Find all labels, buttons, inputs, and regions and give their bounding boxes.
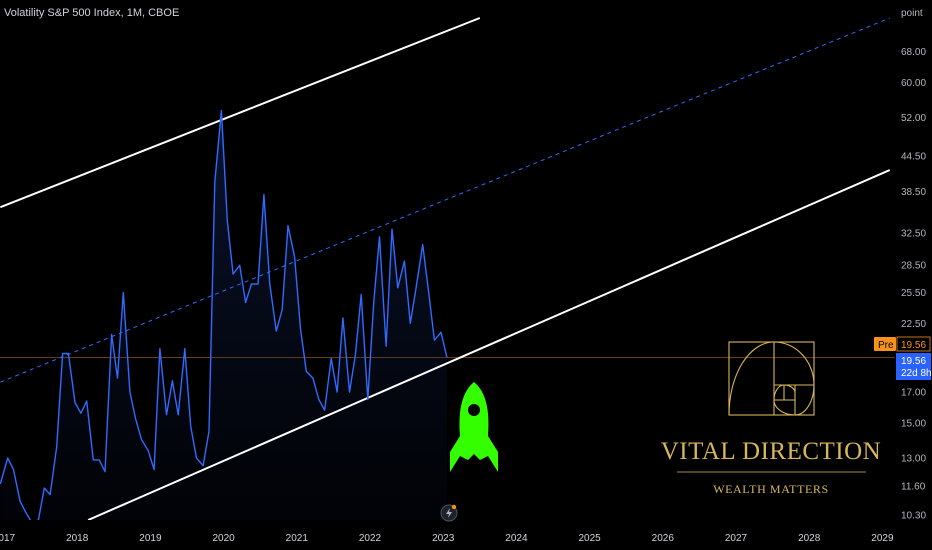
time-tick-label: 2029 (871, 533, 894, 544)
last-price-value: 19.56 (901, 356, 926, 367)
price-axis-unit: point (901, 8, 923, 19)
price-tick-label: 68.00 (901, 47, 926, 58)
trend-line-channel-mid[interactable] (0, 17, 890, 383)
logo-subtitle: WEALTH MATTERS (713, 482, 829, 496)
price-tick-label: 17.00 (901, 388, 926, 399)
price-tick-label: 60.00 (901, 78, 926, 89)
pre-badge-label: Pre (878, 340, 894, 351)
time-tick-label: 2028 (798, 533, 821, 544)
time-tick-label: 2027 (725, 533, 748, 544)
price-tick-label: 22.50 (901, 319, 926, 330)
price-tick-label: 10.30 (901, 511, 926, 522)
rocket-icon (450, 382, 498, 472)
time-tick-label: 2017 (0, 533, 16, 544)
series-line (0, 109, 448, 520)
chart-title: Volatility S&P 500 Index, 1M, CBOE (4, 7, 180, 19)
time-tick-label: 2018 (66, 533, 89, 544)
lightning-icon[interactable] (440, 504, 458, 522)
time-tick-label: 2020 (212, 533, 235, 544)
time-tick-label: 2026 (652, 533, 675, 544)
price-tick-label: 52.00 (901, 113, 926, 124)
trend-line-channel-lower[interactable] (87, 169, 891, 520)
golden-ratio-logo-icon (728, 341, 815, 416)
price-tick-label: 32.50 (901, 228, 926, 239)
time-tick-label: 2023 (432, 533, 455, 544)
price-tick-label: 44.50 (901, 151, 926, 162)
price-tick-label: 13.00 (901, 454, 926, 465)
last-price-badge: 19.56 22d 8h (896, 353, 932, 380)
price-tick-label: 11.60 (901, 481, 926, 492)
bar-countdown: 22d 8h (901, 368, 932, 379)
trend-line-channel-upper[interactable] (0, 17, 481, 209)
pre-badge: Pre 19.56 (874, 336, 931, 352)
time-axis[interactable]: 2017 2018 2019 2020 2021 2022 2023 2024 2025 2026… (0, 533, 894, 544)
price-tick-label: 38.50 (901, 187, 926, 198)
price-tick-label: 15.00 (901, 418, 926, 429)
time-tick-label: 2019 (139, 533, 162, 544)
time-tick-label: 2024 (505, 533, 528, 544)
price-tick-label: 25.50 (901, 288, 926, 299)
time-tick-label: 2021 (286, 533, 309, 544)
series-area (0, 110, 447, 520)
plot-area[interactable] (0, 17, 895, 522)
price-tick-label: 28.50 (901, 261, 926, 272)
time-tick-label: 2025 (578, 533, 601, 544)
logo-title: VITAL DIRECTION (661, 438, 882, 465)
price-axis[interactable]: point 68.00 60.00 52.00 44.50 38.50 32.50 28.5… (901, 8, 926, 522)
pre-badge-value: 19.56 (901, 340, 926, 351)
time-tick-label: 2022 (359, 533, 382, 544)
